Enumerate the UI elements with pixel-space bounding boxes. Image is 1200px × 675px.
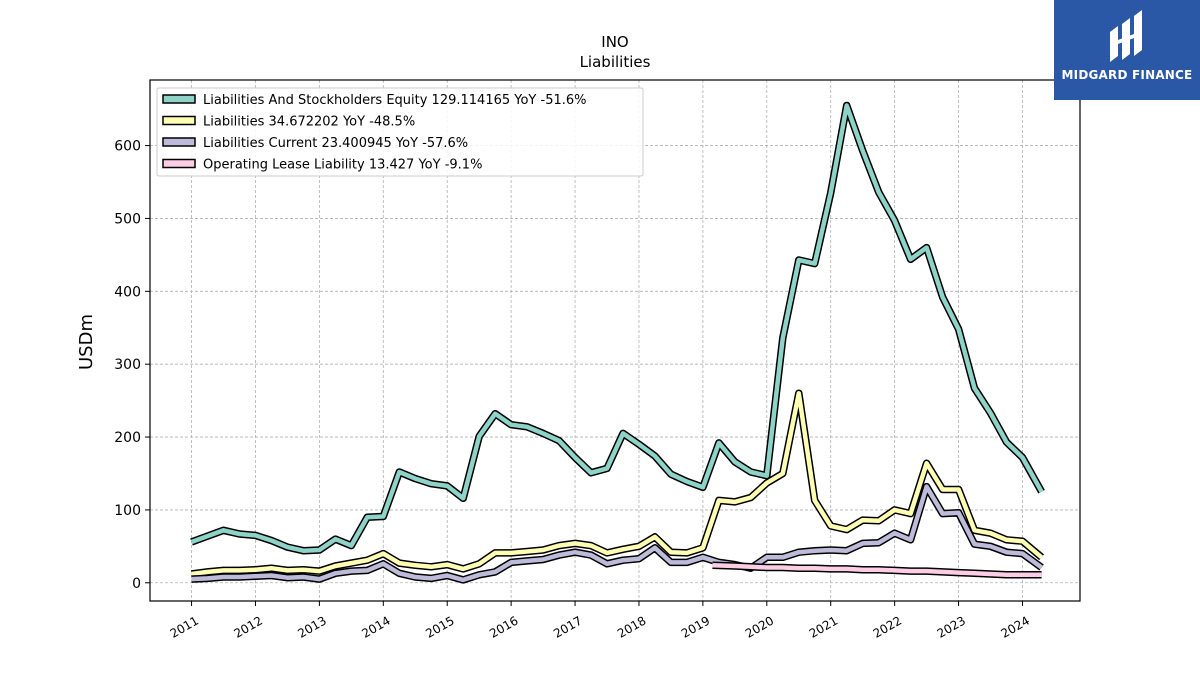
logo-text: MIDGARD FINANCE (1061, 68, 1193, 82)
plot-frame (149, 79, 1081, 602)
x-tick-label: 2021 (807, 613, 840, 640)
legend-swatch (162, 137, 196, 147)
y-tick-label: 100 (114, 503, 141, 519)
legend-label: Operating Lease Liability 13.427 YoY -9.… (203, 158, 482, 173)
y-axis-label: USDm (76, 314, 97, 370)
x-tick-label: 2018 (615, 613, 648, 640)
x-tick-label: 2014 (359, 613, 392, 640)
x-tick-label: 2020 (743, 613, 776, 640)
x-tick-label: 2017 (551, 613, 584, 640)
x-tick-label: 2012 (232, 613, 265, 640)
y-tick-label: 300 (114, 357, 141, 373)
x-tick-label: 2015 (423, 613, 456, 640)
legend-swatch (162, 94, 196, 104)
chart-title: INO (601, 33, 628, 51)
y-tick-label: 200 (114, 430, 141, 446)
y-tick-label: 600 (114, 139, 141, 155)
chart-subtitle: Liabilities (580, 53, 651, 71)
legend-box (156, 87, 644, 177)
x-tick-label: 2013 (295, 613, 328, 640)
midgard-finance-logo: MIDGARD FINANCE (1054, 0, 1200, 100)
legend-label: Liabilities Current 23.400945 YoY -57.6% (203, 136, 468, 151)
x-tick-label: 2016 (487, 613, 520, 640)
series-line (190, 103, 1044, 553)
series-line (191, 391, 1044, 577)
x-tick-label: 2011 (168, 613, 201, 640)
legend-swatch (162, 158, 196, 169)
series-line (191, 484, 1043, 583)
series-lines (190, 101, 1045, 584)
x-tick-label: 2022 (871, 613, 904, 640)
legend-swatch (162, 115, 196, 126)
legend-label: Liabilities And Stockholders Equity 129.… (203, 93, 587, 108)
x-tick-label: 2023 (935, 613, 968, 640)
y-tick-label: 500 (114, 211, 141, 227)
y-tick-label: 0 (132, 576, 141, 592)
x-tick-label: 2019 (679, 613, 712, 640)
legend: Liabilities And Stockholders Equity 129.… (156, 87, 644, 177)
x-tick-label: 2024 (999, 613, 1032, 640)
legend-label: Liabilities 34.672202 YoY -48.5% (203, 115, 415, 130)
logo-mark-icon (1110, 10, 1142, 62)
series-line (712, 563, 1042, 578)
y-tick-label: 400 (114, 284, 141, 300)
